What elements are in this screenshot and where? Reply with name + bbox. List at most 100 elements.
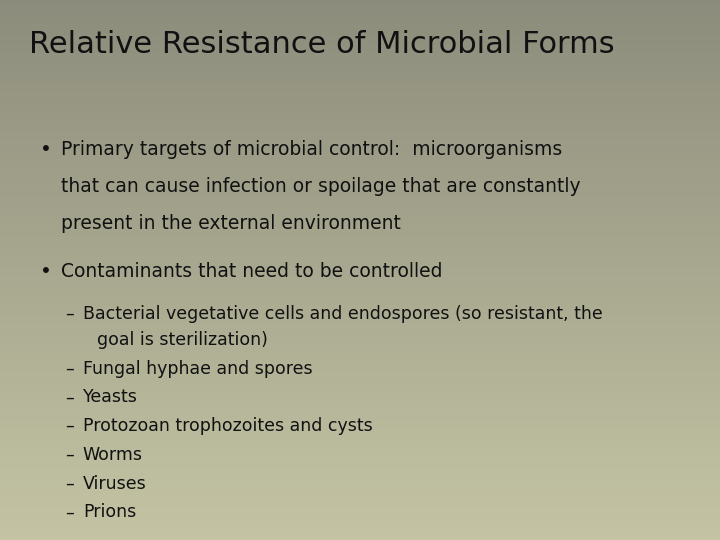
Bar <box>0 186 720 189</box>
Text: Bacterial vegetative cells and endospores (so resistant, the: Bacterial vegetative cells and endospore… <box>83 305 603 323</box>
Bar <box>0 504 720 508</box>
Bar <box>0 45 720 49</box>
Bar <box>0 261 720 265</box>
Bar <box>0 413 720 416</box>
Bar <box>0 70 720 73</box>
Bar <box>0 91 720 94</box>
Bar <box>0 59 720 62</box>
Bar <box>0 180 720 184</box>
Bar <box>0 121 720 124</box>
Bar <box>0 248 720 251</box>
Bar <box>0 494 720 497</box>
Bar <box>0 291 720 294</box>
Bar <box>0 178 720 181</box>
Bar <box>0 110 720 113</box>
Bar <box>0 143 720 146</box>
Bar <box>0 450 720 454</box>
Bar <box>0 502 720 505</box>
Text: –: – <box>65 305 73 323</box>
Bar <box>0 464 720 467</box>
Bar <box>0 51 720 54</box>
Bar <box>0 221 720 224</box>
Bar <box>0 207 720 211</box>
Bar <box>0 267 720 270</box>
Bar <box>0 361 720 365</box>
Bar <box>0 321 720 324</box>
Bar <box>0 37 720 40</box>
Bar <box>0 488 720 491</box>
Bar <box>0 521 720 524</box>
Bar <box>0 188 720 192</box>
Bar <box>0 410 720 413</box>
Bar <box>0 97 720 100</box>
Bar <box>0 199 720 202</box>
Bar <box>0 310 720 313</box>
Bar <box>0 394 720 397</box>
Text: –: – <box>65 475 73 492</box>
Bar <box>0 94 720 97</box>
Bar <box>0 269 720 273</box>
Bar <box>0 326 720 329</box>
Text: •: • <box>40 262 51 281</box>
Bar <box>0 242 720 246</box>
Bar <box>0 275 720 278</box>
Bar <box>0 245 720 248</box>
Bar <box>0 64 720 68</box>
Bar <box>0 240 720 243</box>
Bar <box>0 475 720 478</box>
Bar <box>0 480 720 483</box>
Bar <box>0 272 720 275</box>
Text: Fungal hyphae and spores: Fungal hyphae and spores <box>83 360 312 377</box>
Bar <box>0 232 720 235</box>
Bar <box>0 62 720 65</box>
Bar <box>0 372 720 375</box>
Text: present in the external environment: present in the external environment <box>61 214 401 233</box>
Bar <box>0 137 720 140</box>
Bar <box>0 404 720 408</box>
Bar <box>0 472 720 475</box>
Bar <box>0 531 720 535</box>
Text: Worms: Worms <box>83 446 143 464</box>
Bar <box>0 334 720 338</box>
Bar <box>0 86 720 89</box>
Bar <box>0 145 720 149</box>
Bar <box>0 342 720 346</box>
Bar <box>0 89 720 92</box>
Bar <box>0 13 720 16</box>
Bar <box>0 229 720 232</box>
Bar <box>0 456 720 459</box>
Bar <box>0 386 720 389</box>
Bar <box>0 202 720 205</box>
Bar <box>0 507 720 510</box>
Bar <box>0 296 720 300</box>
Bar <box>0 515 720 518</box>
Bar <box>0 383 720 386</box>
Bar <box>0 469 720 472</box>
Bar <box>0 388 720 392</box>
Bar <box>0 496 720 500</box>
Bar <box>0 48 720 51</box>
Bar <box>0 399 720 402</box>
Bar <box>0 491 720 494</box>
Text: –: – <box>65 503 73 522</box>
Bar <box>0 197 720 200</box>
Bar <box>0 369 720 373</box>
Bar <box>0 213 720 216</box>
Bar <box>0 345 720 348</box>
Bar <box>0 99 720 103</box>
Bar <box>0 132 720 135</box>
Text: Relative Resistance of Microbial Forms: Relative Resistance of Microbial Forms <box>29 30 614 59</box>
Bar <box>0 118 720 122</box>
Bar <box>0 323 720 327</box>
Bar <box>0 350 720 354</box>
Bar <box>0 164 720 167</box>
Bar <box>0 510 720 513</box>
Bar <box>0 148 720 151</box>
Bar <box>0 529 720 532</box>
Bar <box>0 359 720 362</box>
Bar <box>0 194 720 197</box>
Bar <box>0 305 720 308</box>
Bar <box>0 445 720 448</box>
Bar <box>0 253 720 256</box>
Bar <box>0 431 720 435</box>
